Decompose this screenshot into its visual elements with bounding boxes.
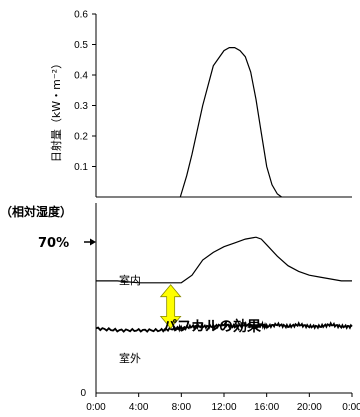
x-tick-label-2: 8:00 [172,402,192,413]
x-tick-label-0: 0:00 [86,402,106,413]
x-tick-label-4: 16:00 [254,402,279,413]
effect-annotation: パフカルの効果 [163,318,262,335]
bottom-y-axis-label: （相対湿度） [0,204,72,219]
x-tick-label-3: 12:00 [211,402,236,413]
top-y-tick-label-1: 0.2 [74,132,88,143]
bottom-y-tick-0: 0 [80,388,86,399]
top-y-tick-label-4: 0.5 [74,40,88,51]
top-y-tick-label-0: 0.1 [74,162,88,173]
ref-70-arrow-head [90,238,96,246]
x-tick-label-6: 0:00 [342,402,360,413]
top-y-axis-label: 日射量（kW・m⁻²） [49,58,63,162]
ref-70-label: 70% [38,236,69,251]
top-y-tick-label-3: 0.4 [74,71,88,82]
top-y-ticks: 0.1 0.2 0.3 0.4 0.5 0.6 [74,10,96,173]
humidity-panel: （相対湿度） 70% 0 0:00 4:00 8:00 12:00 16:00 20:00… [0,203,360,413]
x-ticks: 0:00 4:00 8:00 12:00 16:00 20:00 0:00 [86,393,360,413]
effect-double-arrow [159,284,182,330]
solar-radiation-panel: 0.1 0.2 0.3 0.4 0.5 0.6 日射量（kW・m⁻²） [49,10,352,198]
solar-radiation-line [179,47,282,198]
x-tick-label-1: 4:00 [129,402,149,413]
top-y-tick-label-5: 0.6 [74,10,88,21]
indoor-humidity-line [96,236,352,284]
top-y-tick-label-2: 0.3 [74,101,88,112]
indoor-series-label: 室内 [119,273,141,287]
x-tick-label-5: 20:00 [297,402,322,413]
outdoor-series-label: 室外 [119,351,141,365]
